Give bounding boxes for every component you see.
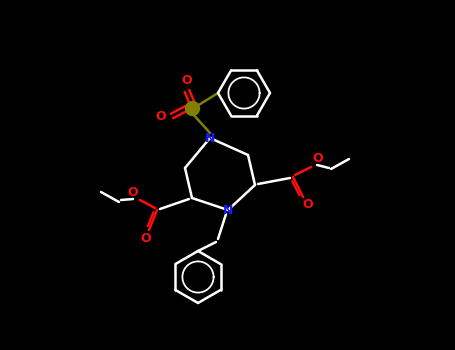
Text: O: O xyxy=(128,186,138,198)
Text: O: O xyxy=(156,110,167,122)
Text: O: O xyxy=(182,74,192,86)
Text: O: O xyxy=(313,153,324,166)
Text: N: N xyxy=(205,132,215,145)
Text: S: S xyxy=(188,103,196,113)
Text: O: O xyxy=(141,231,152,245)
Text: O: O xyxy=(303,198,313,211)
Text: N: N xyxy=(223,203,233,217)
